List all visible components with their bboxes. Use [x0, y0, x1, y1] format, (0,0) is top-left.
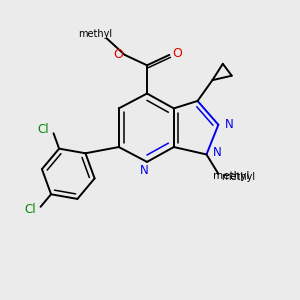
Text: methyl: methyl — [79, 29, 113, 39]
Text: N: N — [140, 164, 148, 177]
Text: methyl: methyl — [213, 171, 249, 181]
Text: O: O — [113, 48, 123, 62]
Text: N: N — [224, 118, 233, 131]
Text: Cl: Cl — [24, 203, 36, 216]
Text: methyl: methyl — [221, 172, 256, 182]
Text: Cl: Cl — [37, 123, 49, 136]
Text: O: O — [173, 47, 183, 60]
Text: N: N — [212, 146, 221, 160]
